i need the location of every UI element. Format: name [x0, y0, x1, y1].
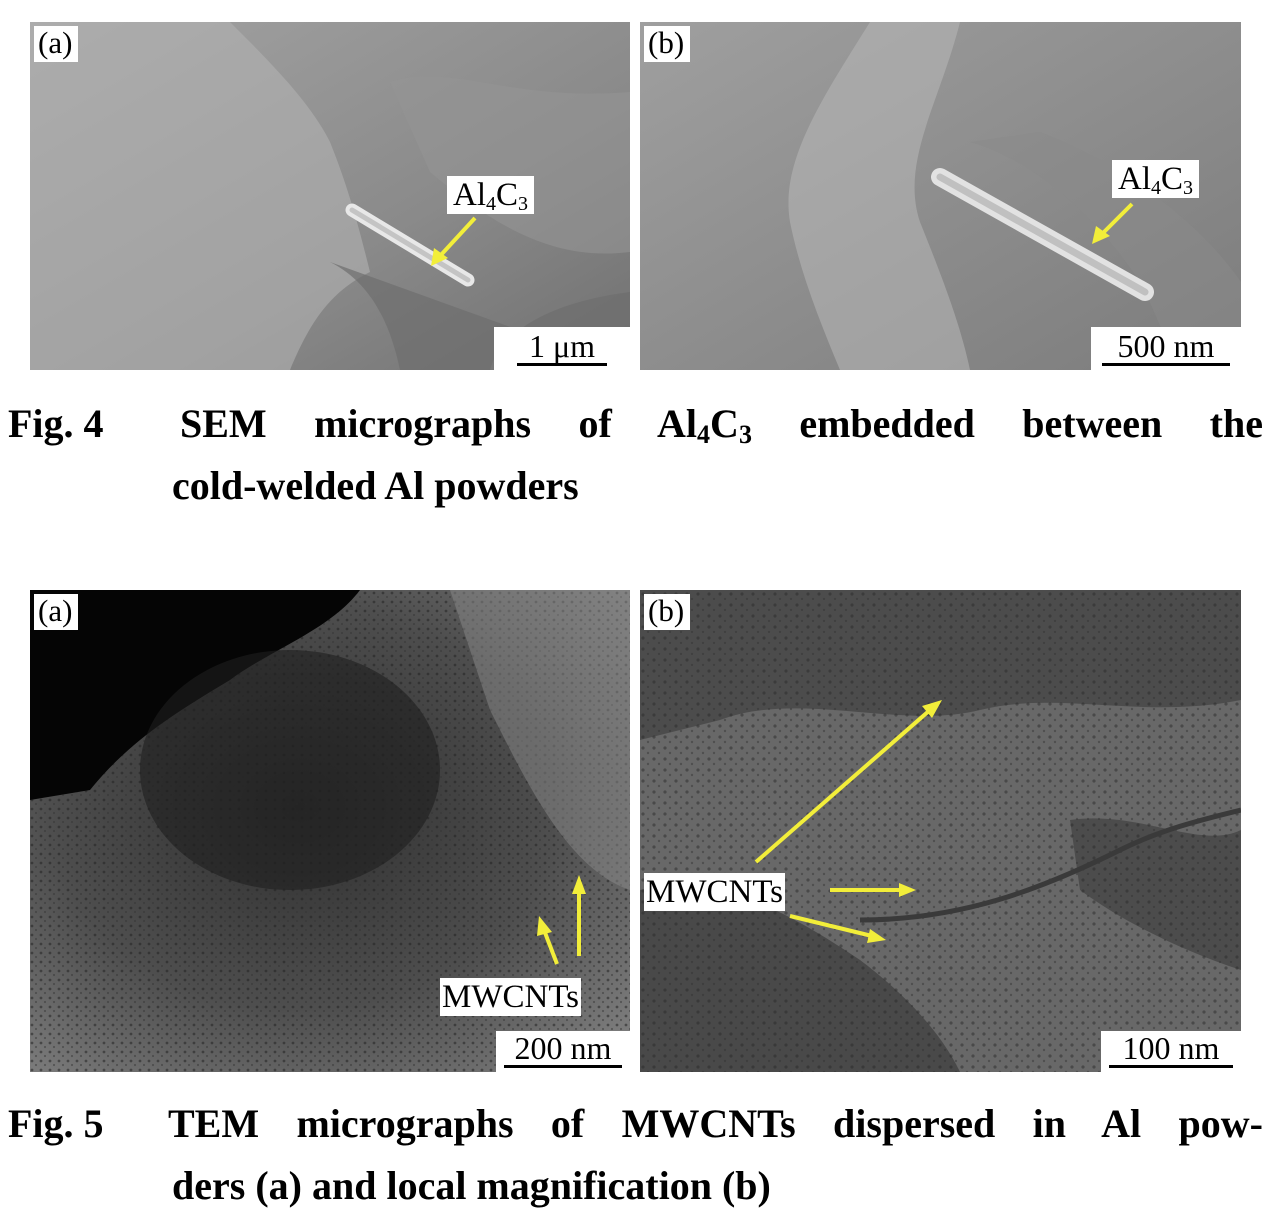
scale-line [517, 363, 607, 366]
caption-line-2: ders (a) and local magnification (b) [172, 1163, 771, 1208]
scale-label: 200 nm [514, 1030, 612, 1066]
figure-4-caption: Fig. 4 SEM micrographs of Al4C3 embedded… [8, 398, 1263, 508]
figure-number: Fig. 5 [8, 1101, 104, 1146]
caption-line-1: SEM micrographs of Al4C3 embedded betwee… [180, 401, 1263, 449]
caption-line-2: cold-welded Al powders [172, 463, 579, 508]
scale-label: 1 μm [528, 328, 596, 364]
sem-micrograph-b [640, 22, 1241, 370]
mwcnts-label: MWCNTs [440, 978, 582, 1016]
fig5-panel-b: (b) MWCNTs 100 nm [640, 590, 1241, 1072]
panel-letter-a: (a) [34, 26, 79, 62]
al4c3-label: Al4C3 [1112, 160, 1200, 198]
panel-letter-a: (a) [34, 594, 79, 630]
fig4-panel-a: (a) Al4C3 1 μm [30, 22, 630, 370]
mwcnts-label: MWCNTs [644, 873, 786, 911]
panel-letter-b: (b) [644, 26, 691, 62]
scale-label: 100 nm [1122, 1030, 1220, 1066]
panel-letter-b: (b) [644, 594, 691, 630]
scale-line [1109, 1065, 1233, 1068]
scale-bar: 100 nm [1101, 1031, 1241, 1072]
scale-label: 500 nm [1117, 328, 1215, 364]
scale-bar: 1 μm [494, 327, 630, 370]
scale-line [504, 1065, 622, 1068]
al4c3-label: Al4C3 [447, 176, 535, 214]
scale-bar: 200 nm [496, 1031, 630, 1072]
sem-micrograph-a [30, 22, 630, 370]
caption-line-1: TEM micrographs of MWCNTs dispersed in A… [168, 1101, 1263, 1146]
figure-5-caption: Fig. 5 TEM micrographs of MWCNTs dispers… [8, 1098, 1263, 1208]
figure-number: Fig. 4 [8, 401, 104, 446]
scale-bar: 500 nm [1091, 327, 1241, 370]
fig4-panel-b: (b) Al4C3 500 nm [640, 22, 1241, 370]
scale-line [1102, 363, 1230, 366]
fig5-panel-a: (a) MWCNTs 200 nm [30, 590, 630, 1072]
tem-micrograph-b [640, 590, 1241, 1072]
